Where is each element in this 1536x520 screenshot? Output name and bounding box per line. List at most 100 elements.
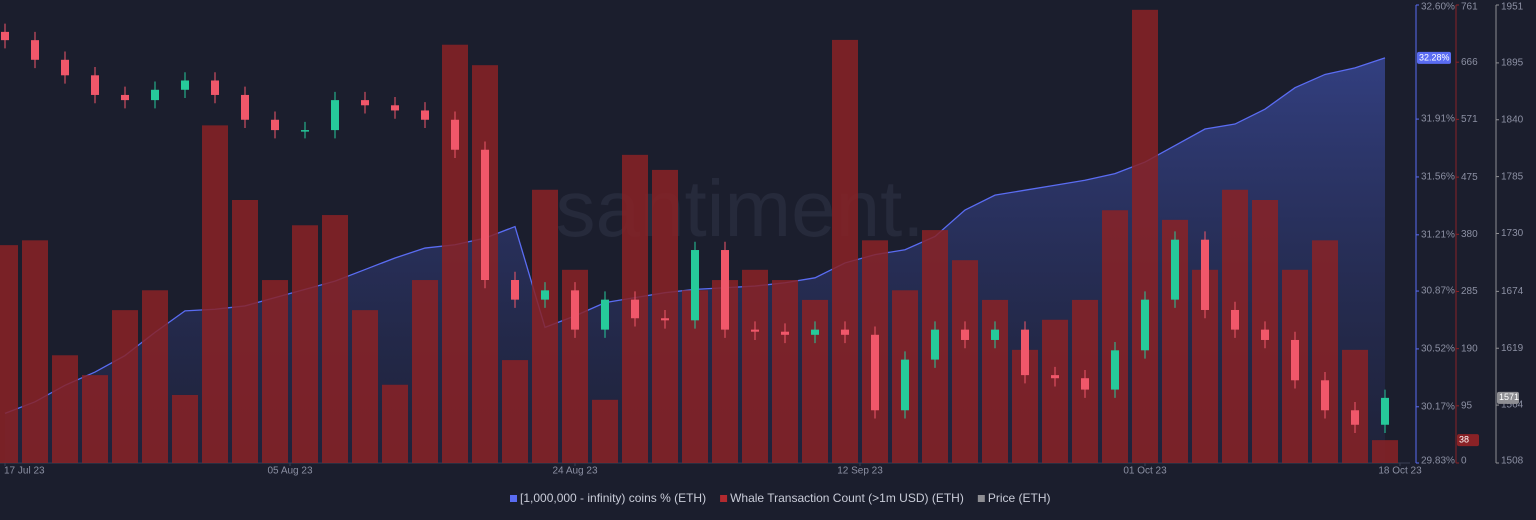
legend-swatch [977, 495, 985, 502]
legend: [1,000,000 - infinity) coins % (ETH) Whal… [510, 491, 1051, 505]
bar [1042, 319, 1068, 463]
bar [382, 384, 408, 463]
y-tick-label: 1619 [1501, 343, 1524, 354]
candle-body [331, 100, 339, 131]
y-tick-label: 1564 [1501, 400, 1524, 411]
x-tick-label: 05 Aug 23 [267, 466, 312, 477]
bar [172, 394, 198, 463]
candle-body [61, 59, 69, 76]
y-tick-label: 31.56% [1421, 172, 1455, 183]
y-tick-label: 1508 [1501, 456, 1524, 467]
y-tick-label: 761 [1461, 2, 1478, 13]
bar [412, 280, 438, 463]
y-tick-label: 29.83% [1421, 456, 1455, 467]
current-label: 32.28% [1419, 52, 1450, 62]
x-tick-label: 17 Jul 23 [4, 466, 45, 477]
current-label: 1571 [1499, 392, 1519, 402]
x-tick-label: 24 Aug 23 [552, 466, 597, 477]
y-tick-label: 475 [1461, 172, 1478, 183]
x-tick-label: 18 Oct 23 [1378, 466, 1422, 477]
candle-body [181, 80, 189, 90]
candle-body [121, 94, 129, 101]
candle-body [1321, 380, 1329, 411]
candle-body [631, 299, 639, 319]
legend-swatch [720, 495, 728, 502]
candle-body [1111, 350, 1119, 390]
y-tick-label: 30.17% [1421, 401, 1455, 412]
legend-label: [1,000,000 - infinity) coins % (ETH) [520, 491, 706, 505]
candle-body [541, 290, 549, 300]
y-tick-label: 1840 [1501, 114, 1524, 125]
candle-body [1081, 378, 1089, 390]
bar [592, 399, 618, 463]
bar [352, 310, 378, 463]
candle-body [841, 329, 849, 335]
bar [232, 199, 258, 463]
bar [292, 225, 318, 463]
y-tick-label: 666 [1461, 57, 1478, 68]
candle-body [601, 299, 609, 330]
legend-label: Price (ETH) [988, 491, 1051, 505]
candle-body [961, 329, 969, 340]
candle-body [811, 329, 819, 335]
y-tick-label: 380 [1461, 229, 1478, 240]
candle-body [1231, 309, 1239, 330]
candle-body [751, 329, 759, 332]
bar [22, 240, 48, 463]
candle-body [1261, 329, 1269, 340]
y-tick-label: 31.91% [1421, 114, 1455, 125]
candle-body [1291, 339, 1299, 381]
candle-body [211, 80, 219, 95]
x-tick-label: 12 Sep 23 [837, 466, 883, 477]
bar [262, 280, 288, 463]
y-tick-label: 1895 [1501, 58, 1524, 69]
bar [0, 245, 18, 463]
candle-body [571, 290, 579, 330]
bar [202, 125, 228, 464]
y-tick-label: 30.52% [1421, 344, 1455, 355]
candle-body [301, 130, 309, 132]
bar [502, 360, 528, 463]
bar [1132, 9, 1158, 463]
bar [532, 189, 558, 464]
y-tick-label: 32.60% [1421, 2, 1455, 13]
candle-body [481, 149, 489, 281]
y-tick-label: 1785 [1501, 171, 1524, 182]
candle-body [421, 110, 429, 120]
candle-body [241, 94, 249, 120]
bar [1312, 240, 1338, 463]
candle-body [931, 329, 939, 360]
candle-body [1351, 410, 1359, 425]
candle-body [31, 40, 39, 60]
bar [52, 355, 78, 463]
candle-body [661, 318, 669, 321]
candle-body [391, 105, 399, 111]
bar [1102, 210, 1128, 463]
bar [1372, 440, 1398, 463]
bar [772, 280, 798, 463]
y-tick-label: 190 [1461, 343, 1478, 354]
candle-body [151, 89, 159, 101]
legend-label: Whale Transaction Count (>1m USD) (ETH) [730, 491, 964, 505]
y-tick-label: 95 [1461, 400, 1473, 411]
y-tick-label: 1730 [1501, 228, 1524, 239]
candle-body [1381, 397, 1389, 425]
current-badge [1417, 51, 1451, 64]
candle-body [1021, 329, 1029, 376]
candle-body [691, 250, 699, 321]
candle-body [721, 250, 729, 330]
watermark: santiment. [555, 164, 924, 253]
candle-body [511, 280, 519, 300]
y-tick-label: 30.87% [1421, 286, 1455, 297]
y-tick-label: 285 [1461, 286, 1478, 297]
candle-body [91, 75, 99, 95]
y-tick-label: 1674 [1501, 286, 1524, 297]
bar [322, 215, 348, 463]
y-tick-label: 31.21% [1421, 229, 1455, 240]
legend-swatch [510, 495, 517, 502]
candle-body [991, 329, 999, 340]
candle-body [781, 331, 789, 335]
bar [442, 44, 468, 463]
candle-body [871, 334, 879, 411]
